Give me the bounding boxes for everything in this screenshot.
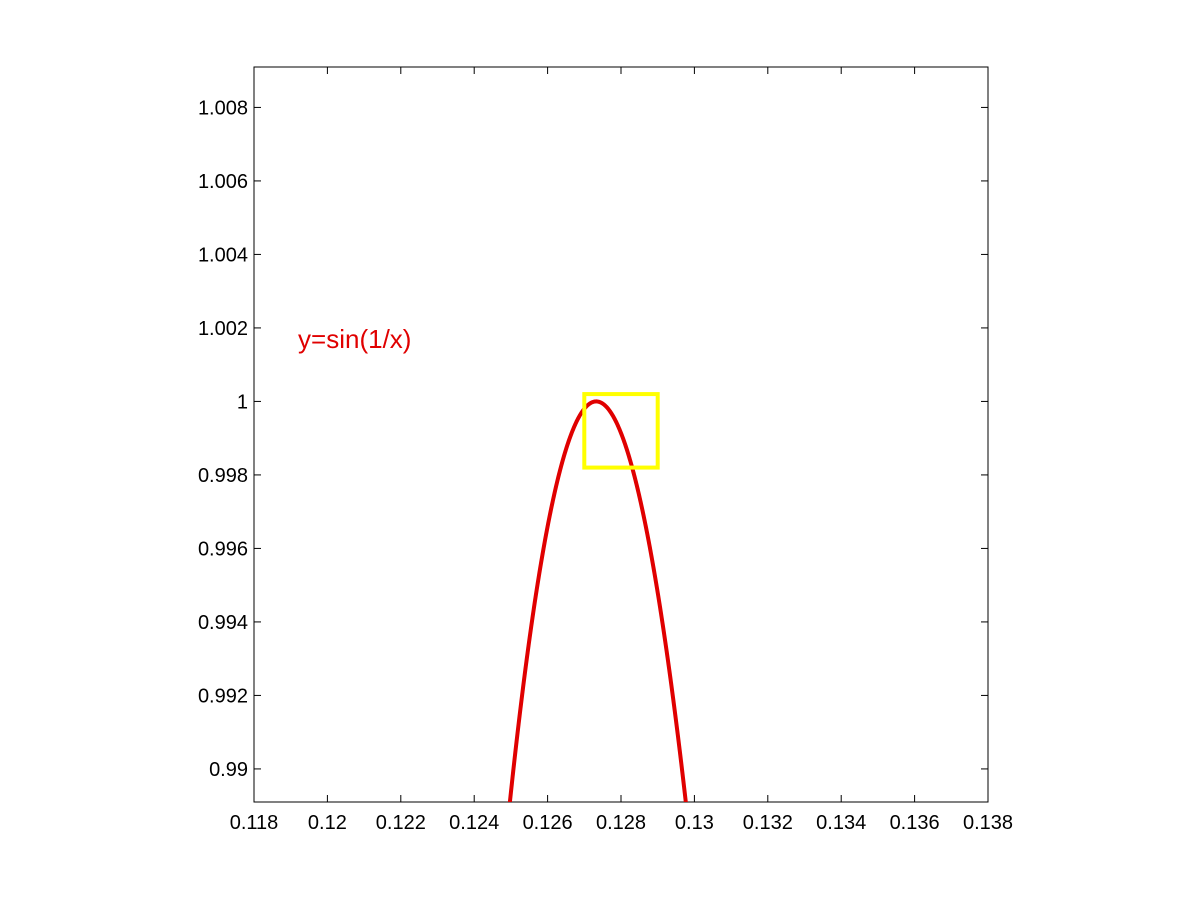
y-tick-label: 0.992 [198, 685, 248, 707]
x-axis-ticks: 0.118 0.12 0.122 0.124 0.126 0.128 0.13 0.132 0.… [230, 67, 1013, 834]
series-layer [507, 399, 688, 802]
series-line-sin-inverse-x [507, 399, 688, 802]
x-tick-label: 0.134 [816, 812, 866, 834]
y-tick-label: 1.004 [198, 244, 248, 266]
y-tick-label: 1 [237, 391, 248, 413]
x-tick-label: 0.122 [376, 812, 426, 834]
y-axis-ticks: 0.99 0.992 0.994 0.996 0.998 1 1.002 1.004 1.006… [198, 97, 988, 781]
y-tick-label: 1.006 [198, 171, 248, 193]
x-tick-label: 0.136 [890, 812, 940, 834]
x-tick-label: 0.13 [675, 812, 714, 834]
highlight-box-layer [582, 392, 660, 470]
y-tick-label: 1.002 [198, 318, 248, 340]
y-tick-label: 0.99 [209, 759, 248, 781]
annotation-layer: y=sin(1/x) [298, 324, 411, 354]
x-tick-label: 0.132 [743, 812, 793, 834]
x-tick-label: 0.126 [523, 812, 573, 834]
y-tick-label: 0.994 [198, 612, 248, 634]
y-tick-label: 0.998 [198, 465, 248, 487]
highlight-box [582, 392, 660, 470]
x-tick-label: 0.118 [230, 812, 279, 834]
y-tick-label: 0.996 [198, 538, 248, 560]
x-tick-label: 0.138 [963, 812, 1013, 834]
y-tick-label: 1.008 [198, 97, 248, 119]
curve-annotation-label: y=sin(1/x) [298, 324, 411, 354]
x-tick-label: 0.12 [308, 812, 347, 834]
x-tick-label: 0.128 [596, 812, 646, 834]
x-tick-label: 0.124 [449, 812, 499, 834]
